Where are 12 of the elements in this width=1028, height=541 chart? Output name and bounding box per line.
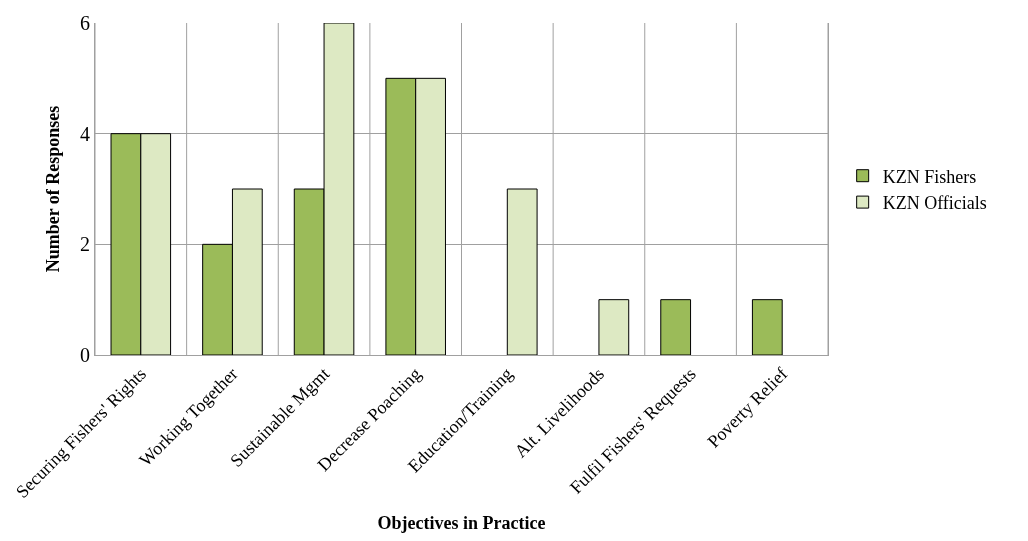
y-axis-title: Number of Responses: [43, 105, 64, 273]
y-tick-label: 0: [80, 344, 90, 366]
bar: [506, 188, 538, 355]
legend-label: KZN Fishers: [882, 166, 977, 187]
y-tick-label: 6: [80, 12, 90, 34]
x-axis-title: Objectives in Practice: [377, 512, 546, 533]
bar: [598, 299, 630, 355]
bar: [751, 299, 783, 355]
y-tick-label: 2: [80, 233, 90, 256]
legend-label: KZN Officials: [882, 193, 987, 214]
bar: [660, 299, 692, 355]
y-tick-label: 4: [80, 122, 90, 145]
